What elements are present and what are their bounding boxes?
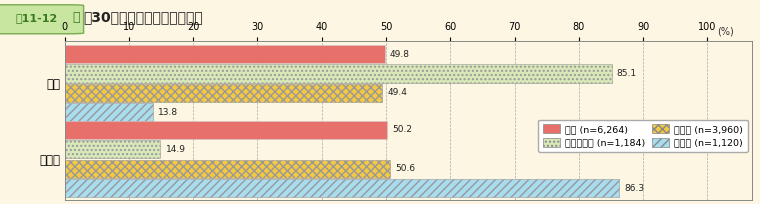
Legend: 総数 (n=6,264), 課長補佐級 (n=1,184), 係長級 (n=3,960), その他 (n=1,120): 総数 (n=6,264), 課長補佐級 (n=1,184), 係長級 (n=3,… [538,120,748,152]
Text: 50.2: 50.2 [392,125,413,134]
Text: 】: 】 [72,11,80,24]
Text: 86.3: 86.3 [625,184,644,193]
Bar [65,64,612,83]
Text: 14.9: 14.9 [166,145,185,154]
Text: 49.4: 49.4 [388,88,407,98]
Bar [65,84,382,102]
Text: (%): (%) [717,26,734,36]
Bar [65,160,390,178]
Bar [65,140,160,158]
FancyBboxPatch shape [0,5,84,34]
Bar [65,45,385,63]
Bar [65,179,619,197]
Text: 【30代職員調査】部下の有無: 【30代職員調査】部下の有無 [84,11,204,25]
Text: 図11-12: 図11-12 [15,13,58,23]
Text: 49.8: 49.8 [390,50,410,59]
Text: 50.6: 50.6 [395,164,415,173]
Bar [65,103,154,121]
Bar [65,121,388,139]
Text: 13.8: 13.8 [158,108,179,117]
Text: 85.1: 85.1 [617,69,637,78]
